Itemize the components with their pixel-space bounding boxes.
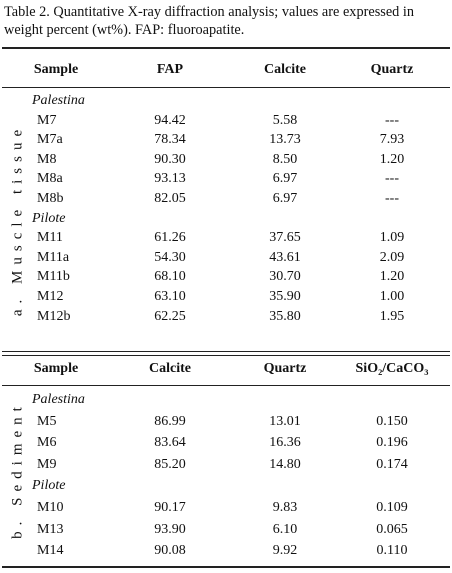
value-cell: 0.110 <box>376 543 408 559</box>
value-cell: 1.20 <box>379 269 405 285</box>
value-cell: 68.10 <box>154 269 186 285</box>
value-cell: --- <box>385 112 399 128</box>
value-cell: 35.90 <box>269 289 301 304</box>
value-cell: 1.09 <box>379 230 405 246</box>
value-cell: 14.80 <box>269 456 301 472</box>
value-cell: 54.30 <box>154 249 186 265</box>
value-cell: 13.01 <box>269 413 301 429</box>
rule <box>2 385 450 386</box>
value-cell: 30.70 <box>269 269 301 285</box>
section-label: b. Sediment <box>9 401 26 539</box>
value-cell: 9.92 <box>272 543 298 559</box>
value-cell: 61.26 <box>154 230 186 246</box>
value-cell: 90.17 <box>154 500 186 515</box>
value-cell: 6.97 <box>272 191 298 206</box>
sample-cell: M12b <box>37 308 71 324</box>
value-cell: 1.20 <box>379 151 405 167</box>
sample-cell: M5 <box>37 413 57 429</box>
column-header: Calcite <box>149 361 191 376</box>
group-name: Palestina <box>32 392 85 407</box>
sample-cell: M6 <box>37 435 57 451</box>
value-cell: 0.174 <box>376 456 408 472</box>
sample-cell: M10 <box>37 500 64 515</box>
value-cell: 62.25 <box>154 308 186 324</box>
value-cell: 63.10 <box>154 289 186 304</box>
column-header: Quartz <box>370 62 414 77</box>
group-name: Palestina <box>32 93 85 108</box>
rule <box>2 87 450 88</box>
value-cell: 93.90 <box>154 521 186 537</box>
group-name: Pilote <box>32 478 66 494</box>
group-name: Pilote <box>32 210 66 226</box>
sample-cell: M11 <box>37 230 63 246</box>
sample-cell: M8a <box>37 171 63 187</box>
sample-cell: M8b <box>37 191 64 206</box>
value-cell: 37.65 <box>269 230 301 246</box>
value-cell: 1.00 <box>379 289 405 304</box>
value-cell: 16.36 <box>269 435 301 451</box>
column-header: Calcite <box>264 62 306 77</box>
value-cell: 90.08 <box>154 543 186 559</box>
sample-cell: M7a <box>37 132 63 148</box>
value-cell: 0.150 <box>376 413 408 429</box>
value-cell: 90.30 <box>154 151 186 167</box>
caption: Table 2. Quantitative X-ray diffraction … <box>4 4 415 38</box>
value-cell: 0.196 <box>376 435 408 451</box>
sample-cell: M14 <box>37 543 64 559</box>
value-cell: 9.83 <box>272 500 298 515</box>
section-label: a. Muscle tissue <box>9 123 26 317</box>
sample-cell: M8 <box>37 151 57 167</box>
value-cell: 93.13 <box>154 171 186 187</box>
column-header: FAP <box>156 62 184 77</box>
value-cell: 0.109 <box>376 500 408 515</box>
value-cell: 35.80 <box>269 308 301 324</box>
column-header: Sample <box>33 62 79 77</box>
value-cell: 78.34 <box>154 132 186 148</box>
rule <box>2 566 450 568</box>
value-cell: 8.50 <box>272 151 298 167</box>
value-cell: 86.99 <box>154 413 186 429</box>
value-cell: 6.97 <box>272 171 298 187</box>
value-cell: --- <box>385 171 399 187</box>
sample-cell: M13 <box>37 521 64 537</box>
value-cell: 5.58 <box>272 112 298 128</box>
value-cell: 7.93 <box>379 132 405 148</box>
value-cell: 82.05 <box>154 191 186 206</box>
value-cell: 85.20 <box>154 456 186 472</box>
value-cell: 0.065 <box>376 521 408 537</box>
sample-cell: M12 <box>37 289 64 304</box>
value-cell: 13.73 <box>269 132 301 148</box>
value-cell: 43.61 <box>269 249 301 265</box>
rule <box>2 351 450 352</box>
value-cell: 1.95 <box>379 308 405 324</box>
column-header: SiO₂/CaCO₃ <box>355 361 429 376</box>
column-header: Quartz <box>263 361 307 376</box>
sample-cell: M11a <box>37 249 70 265</box>
sample-cell: M11b <box>37 269 70 285</box>
value-cell: 94.42 <box>154 112 186 128</box>
value-cell: 6.10 <box>272 521 298 537</box>
value-cell: 83.64 <box>154 435 186 451</box>
rule <box>2 355 450 356</box>
sample-cell: M9 <box>37 456 57 472</box>
value-cell: 2.09 <box>379 249 405 265</box>
rule <box>2 47 450 49</box>
column-header: Sample <box>33 361 79 376</box>
sample-cell: M7 <box>37 112 57 128</box>
value-cell: --- <box>385 191 399 206</box>
